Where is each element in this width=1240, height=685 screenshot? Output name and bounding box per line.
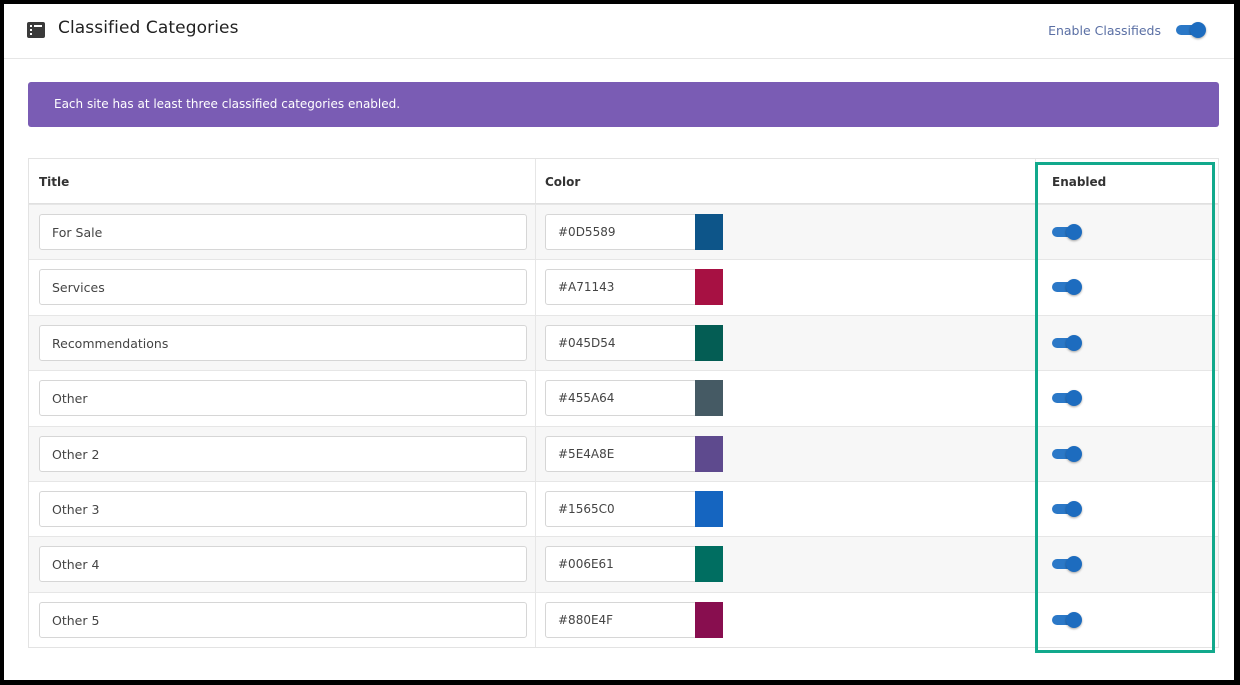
category-title-input[interactable]: Services [39,269,527,306]
category-title-input[interactable]: Other [39,380,527,417]
categories-table: Title Color Enabled For Sale #0D5589 Servi… [28,158,1219,649]
info-banner-text: Each site has at least three classified … [54,97,401,111]
table-row: Other 2 #5E4A8E [29,425,1218,481]
category-title-input[interactable]: Recommendations [39,324,527,361]
enabled-cell [1036,482,1218,536]
panel-header: Classified Categories Enable Classifieds [4,4,1234,59]
list-icon [27,22,45,38]
category-title-input[interactable]: Other 4 [39,546,527,583]
color-hex-input[interactable]: #045D54 [545,324,697,361]
color-swatch[interactable] [695,380,723,417]
color-hex-input[interactable]: #880E4F [545,601,697,638]
color-cell: #455A64 [536,371,1036,426]
table-row: Recommendations #045D54 [29,314,1218,371]
color-cell: #006E61 [536,537,1036,592]
category-enabled-toggle[interactable] [1052,556,1084,573]
category-enabled-toggle[interactable] [1052,611,1084,628]
color-cell: #5E4A8E [536,426,1036,481]
color-cell: #1565C0 [536,481,1036,537]
title-cell: Other 5 [29,592,536,648]
category-enabled-toggle[interactable] [1052,334,1084,351]
color-hex-input[interactable]: #1565C0 [545,490,697,527]
color-cell: #880E4F [536,592,1036,648]
column-header-enabled: Enabled [1052,175,1107,189]
category-enabled-toggle[interactable] [1052,500,1084,517]
category-enabled-toggle[interactable] [1052,445,1084,462]
color-hex-input[interactable]: #455A64 [545,380,697,417]
enable-classifieds-label: Enable Classifieds [1048,23,1161,38]
enabled-cell [1036,537,1218,591]
enabled-cell [1036,593,1218,647]
table-row: Other 5 #880E4F [29,591,1218,648]
title-cell: Other 3 [29,481,536,537]
page-title: Classified Categories [58,18,239,38]
title-cell: Recommendations [29,315,536,371]
category-enabled-toggle[interactable] [1052,390,1084,407]
color-swatch[interactable] [695,324,723,361]
title-cell: Services [29,260,536,315]
color-hex-input[interactable]: #5E4A8E [545,435,697,472]
color-swatch[interactable] [695,269,723,306]
color-hex-input[interactable]: #0D5589 [545,214,697,250]
enabled-cell [1036,371,1218,425]
table-row: For Sale #0D5589 [29,204,1218,260]
category-enabled-toggle[interactable] [1052,224,1084,240]
title-cell: For Sale [29,205,536,260]
enabled-cell [1036,427,1218,481]
color-hex-input[interactable]: #A71143 [545,269,697,306]
color-hex-input[interactable]: #006E61 [545,546,697,583]
title-cell: Other 4 [29,537,536,592]
title-cell: Other 2 [29,426,536,481]
table-row: Other 4 #006E61 [29,536,1218,592]
color-cell: #045D54 [536,315,1036,371]
info-banner: Each site has at least three classified … [28,82,1219,127]
color-cell: #A71143 [536,260,1036,315]
category-title-input[interactable]: For Sale [39,214,527,250]
category-enabled-toggle[interactable] [1052,279,1084,296]
table-row: Other 3 #1565C0 [29,480,1218,537]
column-header-title: Title [29,159,536,203]
color-swatch[interactable] [695,601,723,638]
title-cell: Other [29,371,536,426]
category-title-input[interactable]: Other 5 [39,601,527,638]
color-swatch[interactable] [695,546,723,583]
classified-categories-panel: Classified Categories Enable Classifieds… [4,4,1234,680]
enable-classifieds-toggle[interactable] [1176,22,1208,38]
color-swatch[interactable] [695,435,723,472]
table-row: Other #455A64 [29,370,1218,426]
enabled-cell [1036,205,1218,259]
enabled-cell [1036,260,1218,314]
table-row: Services #A71143 [29,259,1218,315]
enabled-cell [1036,316,1218,370]
column-header-color: Color [536,159,1036,203]
color-cell: #0D5589 [536,205,1036,260]
table-header: Title Color Enabled [29,159,1218,204]
color-swatch[interactable] [695,214,723,250]
color-swatch[interactable] [695,490,723,527]
category-title-input[interactable]: Other 3 [39,490,527,527]
category-title-input[interactable]: Other 2 [39,435,527,472]
